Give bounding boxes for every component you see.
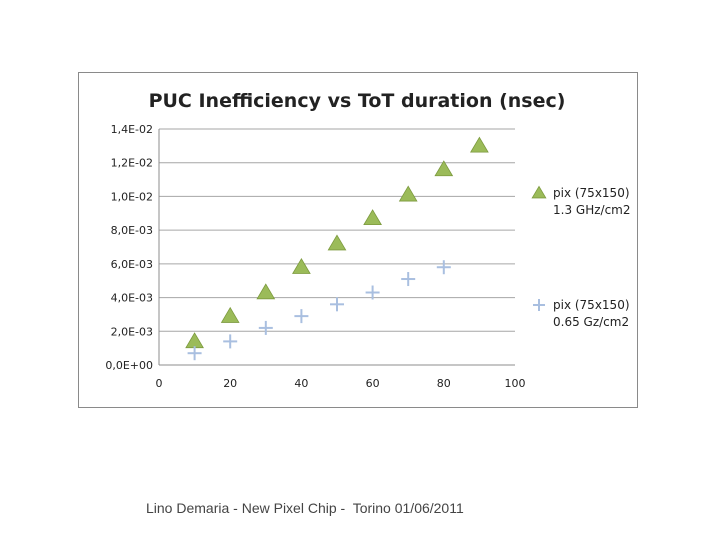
x-tick-label: 40	[294, 377, 308, 390]
data-point-triangle	[185, 332, 204, 349]
data-point-plus	[330, 297, 344, 312]
y-tick-label: 4,0E-03	[111, 292, 153, 305]
data-point-plus	[258, 320, 273, 335]
legend-marker-plus	[533, 299, 545, 311]
legend-label: pix (75x150)	[553, 298, 630, 312]
legend-label: 0.65 Gz/cm2	[553, 315, 629, 329]
data-point-triangle	[470, 136, 489, 153]
y-tick-label: 1,2E-02	[111, 157, 153, 170]
axes	[158, 129, 515, 366]
data-point-triangle	[327, 234, 347, 251]
data-point-plus	[436, 260, 451, 275]
x-tick-label: 0	[156, 377, 163, 390]
data-point-triangle	[398, 185, 418, 202]
legend-label: 1.3 GHz/cm2	[553, 203, 630, 217]
data-point-plus	[294, 309, 309, 324]
y-tick-label: 0,0E+00	[105, 359, 153, 372]
data-point-triangle	[434, 160, 454, 177]
data-point-triangle	[292, 258, 311, 274]
y-tick-label: 1,0E-02	[111, 190, 153, 203]
footer-caption: Lino Demaria - New Pixel Chip - Torino 0…	[146, 500, 464, 516]
data-point-plus	[187, 346, 202, 361]
y-tick-label: 1,4E-02	[111, 123, 153, 136]
data-series	[185, 136, 489, 361]
tick-labels: 0,0E+00 2,0E-03 4,0E-03 6,0E-03 8,0E-03 1,0E-…	[105, 123, 525, 390]
x-tick-label: 100	[505, 377, 526, 390]
legend-marker-triangle	[531, 185, 547, 199]
data-point-plus	[365, 285, 380, 300]
x-tick-label: 80	[437, 377, 451, 390]
y-tick-label: 2,0E-03	[111, 325, 153, 338]
legend-label: pix (75x150)	[553, 186, 630, 200]
data-point-plus	[401, 272, 416, 287]
x-tick-label: 20	[223, 377, 237, 390]
y-tick-label: 8,0E-03	[111, 224, 153, 237]
chart-frame: PUC Inefficiency vs ToT duration (nsec) …	[78, 72, 638, 408]
y-tick-label: 6,0E-03	[111, 258, 153, 271]
chart-area: PUC Inefficiency vs ToT duration (nsec) …	[105, 90, 630, 390]
x-tick-label: 60	[366, 377, 380, 390]
chart-title: PUC Inefficiency vs ToT duration (nsec)	[149, 90, 566, 112]
data-point-triangle	[220, 306, 240, 323]
data-point-triangle	[363, 209, 382, 226]
legend: pix (75x150) 1.3 GHz/cm2 pix (75x150) 0.65 …	[531, 185, 630, 329]
grid-lines	[159, 128, 515, 332]
data-point-plus	[223, 334, 238, 349]
data-point-triangle	[256, 283, 276, 300]
